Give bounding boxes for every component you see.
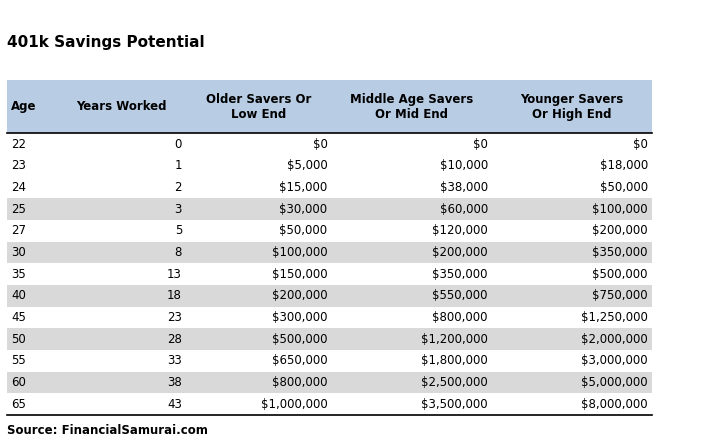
Text: $0: $0 [313, 138, 328, 151]
Bar [7, 350, 652, 372]
Text: 60: 60 [11, 376, 25, 389]
Bar [7, 155, 652, 177]
Text: 3: 3 [175, 202, 182, 216]
Bar [7, 263, 652, 285]
Bar [7, 372, 652, 393]
Bar [7, 80, 652, 133]
Text: 18: 18 [167, 289, 182, 302]
Text: Middle Age Savers
Or Mid End: Middle Age Savers Or Mid End [349, 92, 473, 121]
Text: 22: 22 [11, 138, 26, 151]
Text: 33: 33 [167, 354, 182, 368]
Text: Older Savers Or
Low End: Older Savers Or Low End [206, 92, 311, 121]
Text: $60,000: $60,000 [440, 202, 488, 216]
Bar [7, 220, 652, 242]
Text: 2: 2 [175, 181, 182, 194]
Text: $500,000: $500,000 [593, 268, 648, 281]
Text: $200,000: $200,000 [432, 246, 488, 259]
Text: 65: 65 [11, 398, 25, 411]
Text: $350,000: $350,000 [593, 246, 648, 259]
Text: $800,000: $800,000 [272, 376, 328, 389]
Text: $5,000,000: $5,000,000 [581, 376, 648, 389]
Text: $15,000: $15,000 [280, 181, 328, 194]
Text: $500,000: $500,000 [272, 333, 328, 346]
Text: $30,000: $30,000 [280, 202, 328, 216]
Text: $800,000: $800,000 [432, 311, 488, 324]
Text: $3,500,000: $3,500,000 [421, 398, 488, 411]
Text: 13: 13 [167, 268, 182, 281]
Text: $2,000,000: $2,000,000 [581, 333, 648, 346]
Text: $10,000: $10,000 [440, 159, 488, 172]
Text: 55: 55 [11, 354, 25, 368]
Text: $2,500,000: $2,500,000 [421, 376, 488, 389]
Text: $38,000: $38,000 [440, 181, 488, 194]
Bar [7, 285, 652, 307]
Text: 45: 45 [11, 311, 25, 324]
Text: $350,000: $350,000 [432, 268, 488, 281]
Text: 25: 25 [11, 202, 25, 216]
Text: $550,000: $550,000 [432, 289, 488, 302]
Text: 30: 30 [11, 246, 25, 259]
Text: $5,000: $5,000 [287, 159, 328, 172]
Text: $200,000: $200,000 [272, 289, 328, 302]
Text: $650,000: $650,000 [272, 354, 328, 368]
Text: $50,000: $50,000 [280, 224, 328, 237]
Text: 28: 28 [167, 333, 182, 346]
Text: 38: 38 [167, 376, 182, 389]
Text: 8: 8 [175, 246, 182, 259]
Bar [7, 177, 652, 198]
Bar [7, 242, 652, 263]
Text: $3,000,000: $3,000,000 [581, 354, 648, 368]
Bar [7, 393, 652, 415]
Text: $8,000,000: $8,000,000 [581, 398, 648, 411]
Text: 50: 50 [11, 333, 25, 346]
Text: Younger Savers
Or High End: Younger Savers Or High End [520, 92, 623, 121]
Text: 40: 40 [11, 289, 25, 302]
Text: $1,250,000: $1,250,000 [581, 311, 648, 324]
Text: 27: 27 [11, 224, 26, 237]
Text: Years Worked: Years Worked [76, 100, 167, 113]
Text: 1: 1 [175, 159, 182, 172]
Text: $150,000: $150,000 [272, 268, 328, 281]
Text: 35: 35 [11, 268, 25, 281]
Bar [7, 329, 652, 350]
Text: Age: Age [11, 100, 36, 113]
Text: $50,000: $50,000 [600, 181, 648, 194]
Bar [7, 307, 652, 329]
Text: $1,200,000: $1,200,000 [421, 333, 488, 346]
Text: $120,000: $120,000 [432, 224, 488, 237]
Text: 43: 43 [167, 398, 182, 411]
Text: 23: 23 [167, 311, 182, 324]
Text: 401k Savings Potential: 401k Savings Potential [7, 35, 205, 50]
Text: $200,000: $200,000 [593, 224, 648, 237]
Text: $1,000,000: $1,000,000 [261, 398, 328, 411]
Text: $0: $0 [473, 138, 488, 151]
Text: $0: $0 [633, 138, 648, 151]
Bar [7, 198, 652, 220]
Text: $1,800,000: $1,800,000 [421, 354, 488, 368]
Text: $300,000: $300,000 [272, 311, 328, 324]
Text: 0: 0 [175, 138, 182, 151]
Text: $750,000: $750,000 [593, 289, 648, 302]
Text: Source: FinancialSamurai.com: Source: FinancialSamurai.com [7, 424, 208, 437]
Text: 24: 24 [11, 181, 26, 194]
Text: 5: 5 [175, 224, 182, 237]
Text: $100,000: $100,000 [272, 246, 328, 259]
Text: $100,000: $100,000 [593, 202, 648, 216]
Text: 23: 23 [11, 159, 25, 172]
Bar [7, 133, 652, 155]
Text: $18,000: $18,000 [600, 159, 648, 172]
